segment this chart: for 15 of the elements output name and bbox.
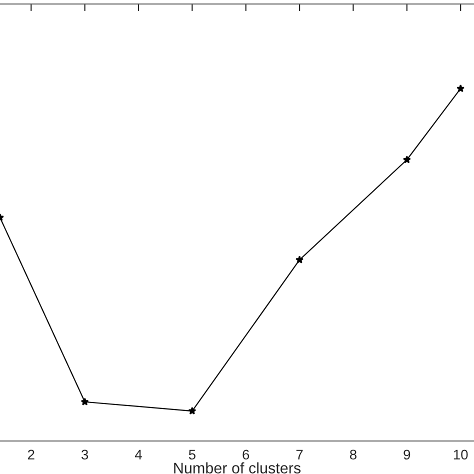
x-tick-label: 6	[242, 450, 250, 460]
x-tick-label: 5	[188, 450, 196, 460]
point	[80, 398, 89, 406]
x-axis-title: Number of clusters	[174, 462, 301, 474]
point	[296, 256, 304, 264]
point	[456, 84, 465, 92]
x-tick-label: 4	[134, 450, 142, 460]
x-tick-label: 10	[454, 450, 468, 460]
x-tick-label: 2	[28, 450, 34, 460]
point	[188, 406, 196, 415]
x-tick-label: 9	[404, 450, 410, 460]
x-tick-label: 7	[296, 450, 303, 460]
x-tick-label: 3	[81, 450, 88, 460]
x-tick-label: 8	[350, 450, 356, 460]
point	[402, 156, 411, 164]
